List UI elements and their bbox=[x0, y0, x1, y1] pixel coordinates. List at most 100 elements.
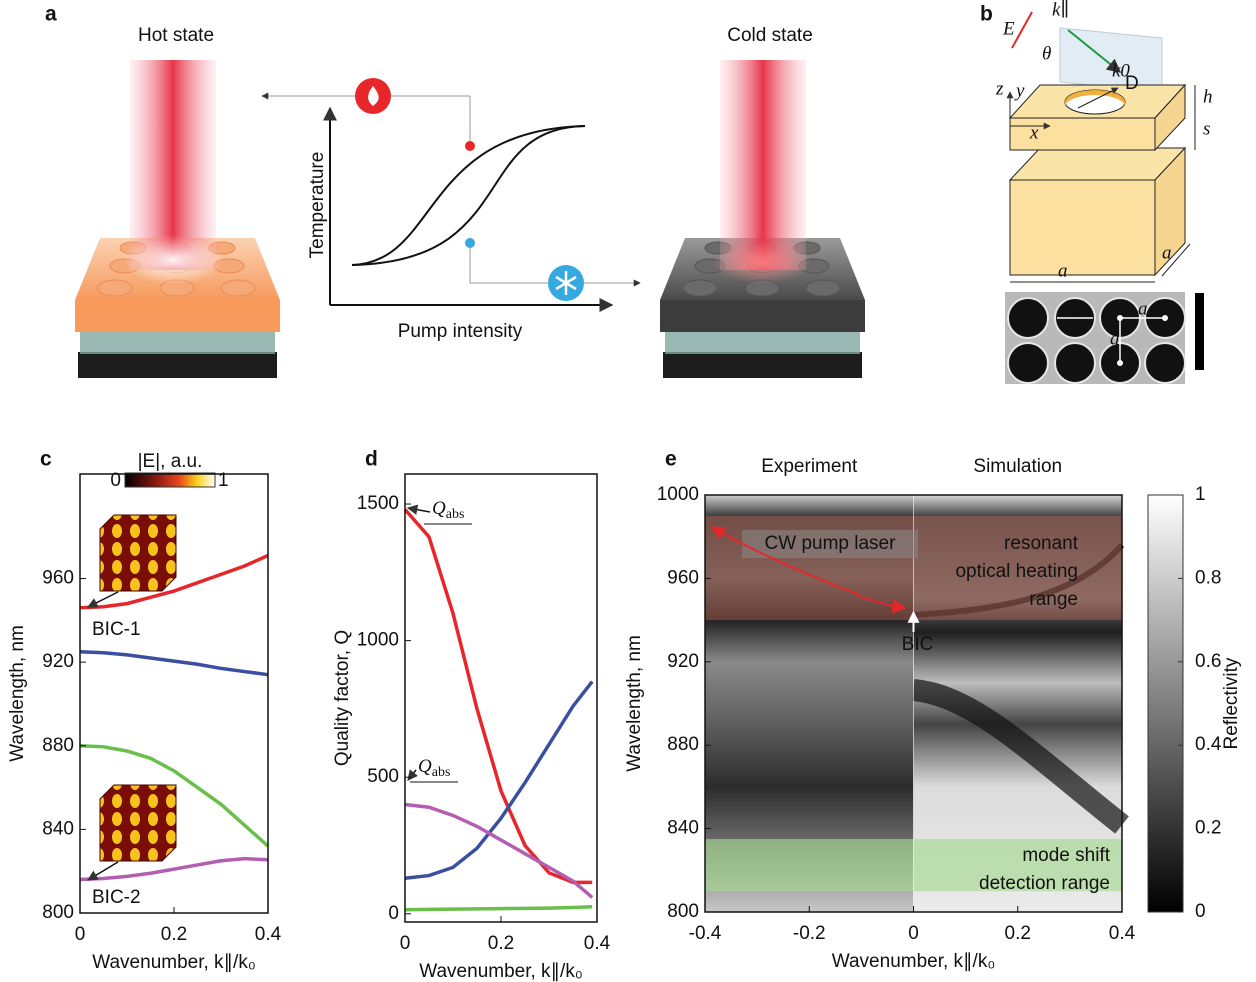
colorbar-tick-label: 0 bbox=[110, 470, 121, 491]
colorbar-tick-label: 0.6 bbox=[1195, 651, 1221, 672]
z-label: z bbox=[995, 78, 1004, 99]
pump-label: CW pump laser bbox=[765, 533, 897, 554]
heatmap-feature bbox=[912, 679, 1129, 834]
y-tick-label: 0 bbox=[388, 903, 399, 924]
mode-inset bbox=[99, 784, 177, 862]
x-axis-label: Wavenumber, k∥/k₀ bbox=[92, 952, 255, 973]
x-tick-label: 0.4 bbox=[1109, 923, 1136, 944]
annotation-subscript: abs bbox=[432, 765, 451, 780]
y-axis-label: Temperature bbox=[307, 152, 328, 259]
detection-label: mode shift bbox=[1022, 845, 1110, 866]
x-label: x bbox=[1029, 122, 1039, 143]
panel-label: e bbox=[665, 448, 677, 471]
y-tick-label: 960 bbox=[667, 567, 699, 588]
line-series bbox=[79, 744, 270, 848]
label-box bbox=[742, 530, 918, 558]
annotation-symbol: Q bbox=[432, 498, 446, 519]
panel-label: b bbox=[980, 3, 993, 26]
y-tick-label: 920 bbox=[42, 651, 74, 672]
y-axis-label: Quality factor, Q bbox=[332, 630, 353, 766]
sem-a-label: a bbox=[1138, 298, 1148, 319]
x-tick-label: 0.2 bbox=[488, 933, 514, 954]
k-par-label: k∥ bbox=[1052, 0, 1069, 20]
y-tick-label: 840 bbox=[667, 818, 699, 839]
hysteresis bbox=[261, 78, 641, 312]
y-tick-label: 1000 bbox=[657, 484, 699, 505]
x-tick-label: 0.2 bbox=[1005, 923, 1031, 944]
annotation-symbol: Q bbox=[418, 756, 432, 777]
colorbar-tick-label: 1 bbox=[218, 470, 229, 491]
detection-label: detection range bbox=[979, 873, 1110, 894]
colorbar bbox=[1147, 494, 1184, 913]
annotation: Qabs bbox=[418, 756, 450, 780]
line-series bbox=[403, 508, 593, 885]
a-label: a bbox=[1058, 260, 1068, 281]
heating-label: optical heating bbox=[955, 561, 1078, 582]
x-tick-label: -0.2 bbox=[793, 923, 826, 944]
annotation-arrow bbox=[406, 504, 431, 515]
hot-device bbox=[75, 60, 280, 378]
colorbar bbox=[124, 472, 216, 488]
panel-label: a bbox=[45, 3, 57, 26]
unit-cell bbox=[1006, 11, 1196, 283]
sem-a-label: a bbox=[1110, 328, 1120, 349]
y-tick-label: 920 bbox=[667, 651, 699, 672]
cold-title: Cold state bbox=[727, 25, 813, 46]
line-series bbox=[404, 680, 594, 881]
colorbar-label: |E|, a.u. bbox=[138, 451, 203, 472]
annotation-arrow bbox=[407, 769, 419, 781]
x-tick-label: 0 bbox=[75, 924, 86, 945]
theta-label: θ bbox=[1042, 43, 1051, 64]
y-tick-label: 800 bbox=[667, 901, 699, 922]
s-label: s bbox=[1203, 118, 1210, 139]
heatmap-feature bbox=[913, 543, 1125, 618]
cold-device bbox=[660, 60, 865, 378]
panel-label: c bbox=[40, 448, 52, 471]
x-axis-label: Wavenumber, k∥/k₀ bbox=[832, 951, 995, 972]
annotation: BIC-1 bbox=[92, 619, 141, 640]
mode-inset bbox=[99, 514, 177, 592]
x-tick-label: 0 bbox=[908, 923, 919, 944]
line-series bbox=[79, 553, 269, 610]
x-tick-label: 0.4 bbox=[584, 933, 611, 954]
y-tick-label: 840 bbox=[42, 818, 74, 839]
y-tick-label: 1500 bbox=[357, 493, 399, 514]
annotation: Qabs bbox=[432, 498, 464, 522]
colorbar-label: Reflectivity bbox=[1221, 657, 1242, 749]
colorbar-tick-label: 1 bbox=[1195, 484, 1206, 505]
e-label: E bbox=[1002, 18, 1015, 39]
x-tick-label: 0.4 bbox=[255, 924, 282, 945]
plot-frame bbox=[404, 473, 598, 923]
panel-label: d bbox=[365, 448, 378, 471]
annotation-arrow bbox=[87, 591, 119, 608]
x-axis-label: Pump intensity bbox=[398, 321, 523, 342]
x-axis-label: Wavenumber, k∥/k₀ bbox=[419, 961, 582, 982]
y-tick-label: 800 bbox=[42, 902, 74, 923]
panel-title: Simulation bbox=[973, 456, 1062, 477]
pump-arrow bbox=[854, 593, 907, 614]
y-axis-label: Wavelength, nm bbox=[624, 635, 645, 772]
y-tick-label: 1000 bbox=[357, 630, 399, 651]
annotation-arrow bbox=[87, 861, 119, 881]
bic-label: BIC bbox=[902, 634, 934, 655]
y-tick-label: 500 bbox=[367, 766, 399, 787]
x-tick-label: -0.4 bbox=[689, 923, 722, 944]
x-tick-label: 0 bbox=[400, 933, 411, 954]
hot-title: Hot state bbox=[138, 25, 214, 46]
annotation: BIC-2 bbox=[92, 887, 141, 908]
x-tick-label: 0.2 bbox=[161, 924, 187, 945]
sem-d-label: D bbox=[1067, 298, 1082, 319]
heating-label: range bbox=[1029, 589, 1078, 610]
colorbar-tick-label: 0 bbox=[1195, 901, 1206, 922]
d-label: D bbox=[1125, 73, 1139, 94]
annotation-subscript: abs bbox=[446, 507, 465, 522]
h-label: h bbox=[1203, 86, 1213, 107]
line-series bbox=[404, 904, 593, 912]
panel-title: Experiment bbox=[761, 456, 858, 477]
a-label: a bbox=[1162, 242, 1172, 263]
y-label: y bbox=[1014, 80, 1025, 101]
y-axis-label: Wavelength, nm bbox=[7, 625, 28, 762]
y-tick-label: 880 bbox=[667, 734, 699, 755]
pump-arrow bbox=[710, 526, 861, 596]
